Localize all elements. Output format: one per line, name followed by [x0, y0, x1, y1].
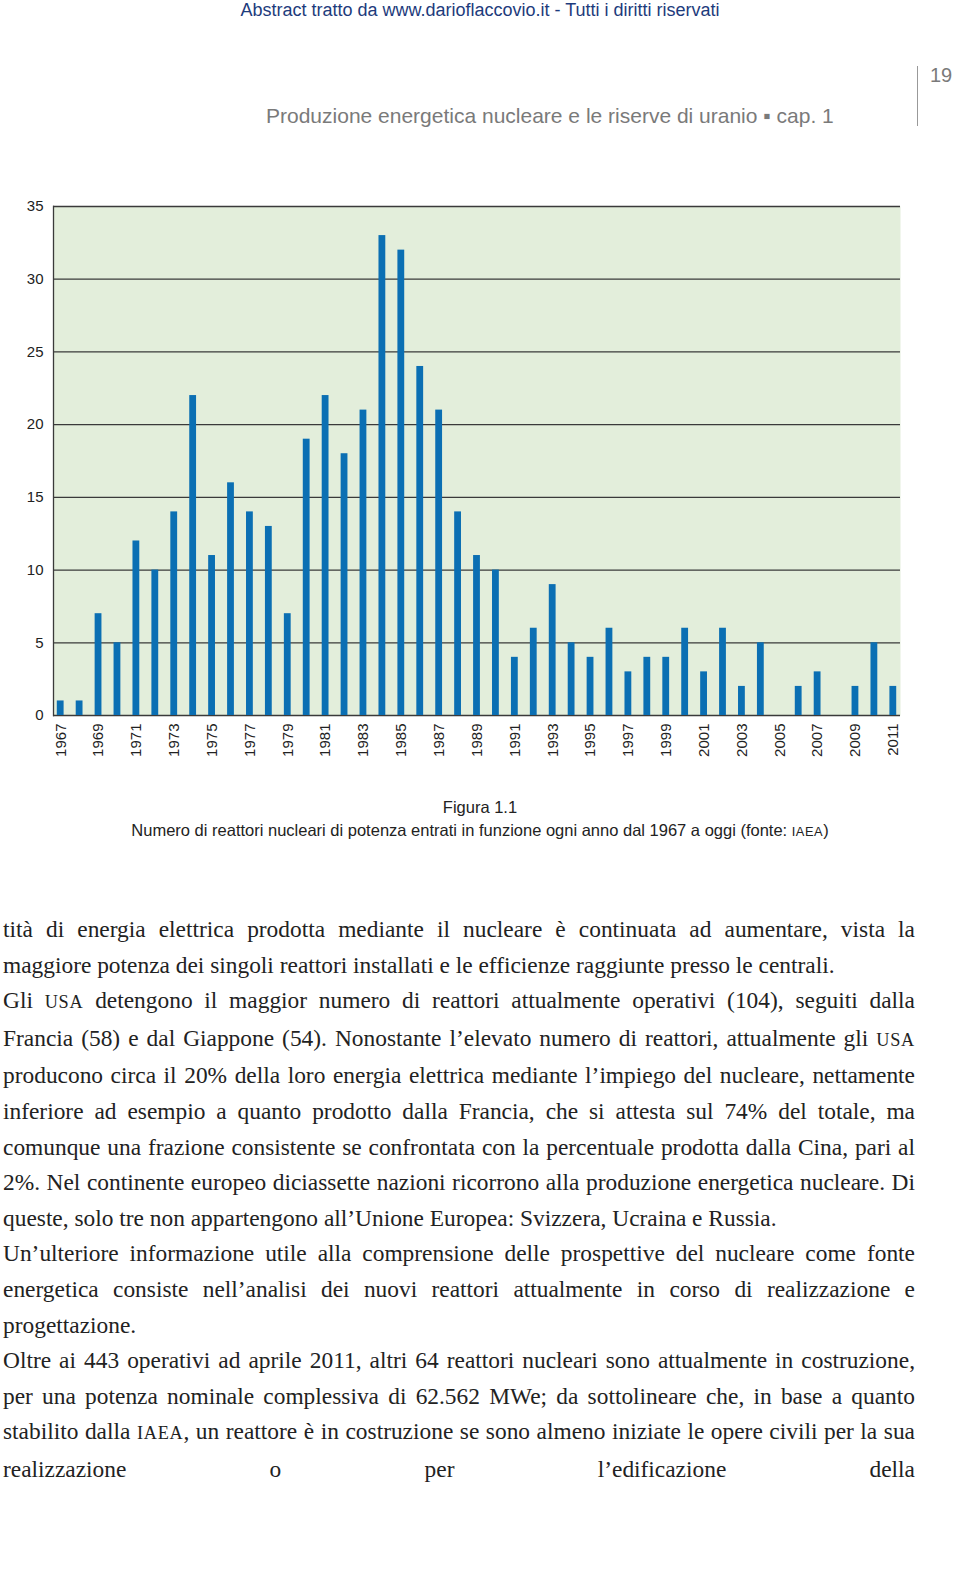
svg-text:1967: 1967: [51, 724, 68, 757]
html-text:producono circa il 20% della l: producono circa il 20% della loro energi…: [3, 1062, 915, 1231]
svg-text:1987: 1987: [430, 724, 447, 757]
svg-text:1979: 1979: [279, 724, 296, 757]
svg-text:5: 5: [35, 634, 43, 651]
svg-text:35: 35: [27, 197, 44, 214]
svg-text:25: 25: [27, 343, 44, 360]
svg-text:1977: 1977: [241, 724, 258, 757]
html-text:Abstract tratto da www.dariofl: Abstract tratto da www.darioflaccovio.it…: [240, 0, 720, 20]
svg-text:1981: 1981: [316, 724, 333, 757]
html-text:tità di energia elettrica prod: tità di energia elettrica prodotta media…: [3, 916, 915, 978]
svg-text:1969: 1969: [89, 724, 106, 757]
html-text:Numero di reattori nucleari di: Numero di reattori nucleari di potenza e…: [131, 821, 829, 839]
svg-text:2011: 2011: [884, 724, 901, 756]
svg-text:15: 15: [27, 488, 44, 505]
svg-text:20: 20: [27, 415, 44, 432]
svg-text:1971: 1971: [127, 724, 144, 757]
svg-text:30: 30: [27, 270, 44, 287]
svg-text:2007: 2007: [808, 724, 825, 757]
svg-text:2005: 2005: [771, 724, 788, 757]
html-text:Figura 1.1: Figura 1.1: [442, 798, 518, 816]
svg-text:1997: 1997: [619, 724, 636, 757]
html-text:19: 19: [930, 64, 953, 86]
svg-text:1991: 1991: [506, 724, 523, 757]
svg-text:2009: 2009: [846, 724, 863, 757]
html-text:GliUSAdetengono il maggior num: GliUSAdetengono il maggior numero di rea…: [3, 987, 915, 1051]
svg-text:1999: 1999: [657, 724, 674, 757]
svg-text:1975: 1975: [203, 724, 220, 757]
svg-text:2003: 2003: [733, 724, 750, 757]
svg-text:0: 0: [35, 706, 43, 723]
html-text:Produzione energetica nucleare: Produzione energetica nucleare e le rise…: [266, 104, 834, 127]
html-text:Oltre ai 443 operativi ad apri: Oltre ai 443 operativi ad aprile 2011, a…: [3, 1347, 915, 1482]
svg-text:10: 10: [27, 561, 44, 578]
svg-text:1983: 1983: [354, 724, 371, 757]
svg-text:2001: 2001: [695, 724, 712, 757]
svg-text:1989: 1989: [468, 724, 485, 757]
svg-text:1985: 1985: [392, 724, 409, 757]
svg-text:1993: 1993: [543, 724, 560, 757]
svg-text:1995: 1995: [581, 724, 598, 757]
svg-text:1973: 1973: [165, 724, 182, 757]
html-text:Un’ulteriore informazione util: Un’ulteriore informazione utile alla com…: [3, 1240, 915, 1338]
